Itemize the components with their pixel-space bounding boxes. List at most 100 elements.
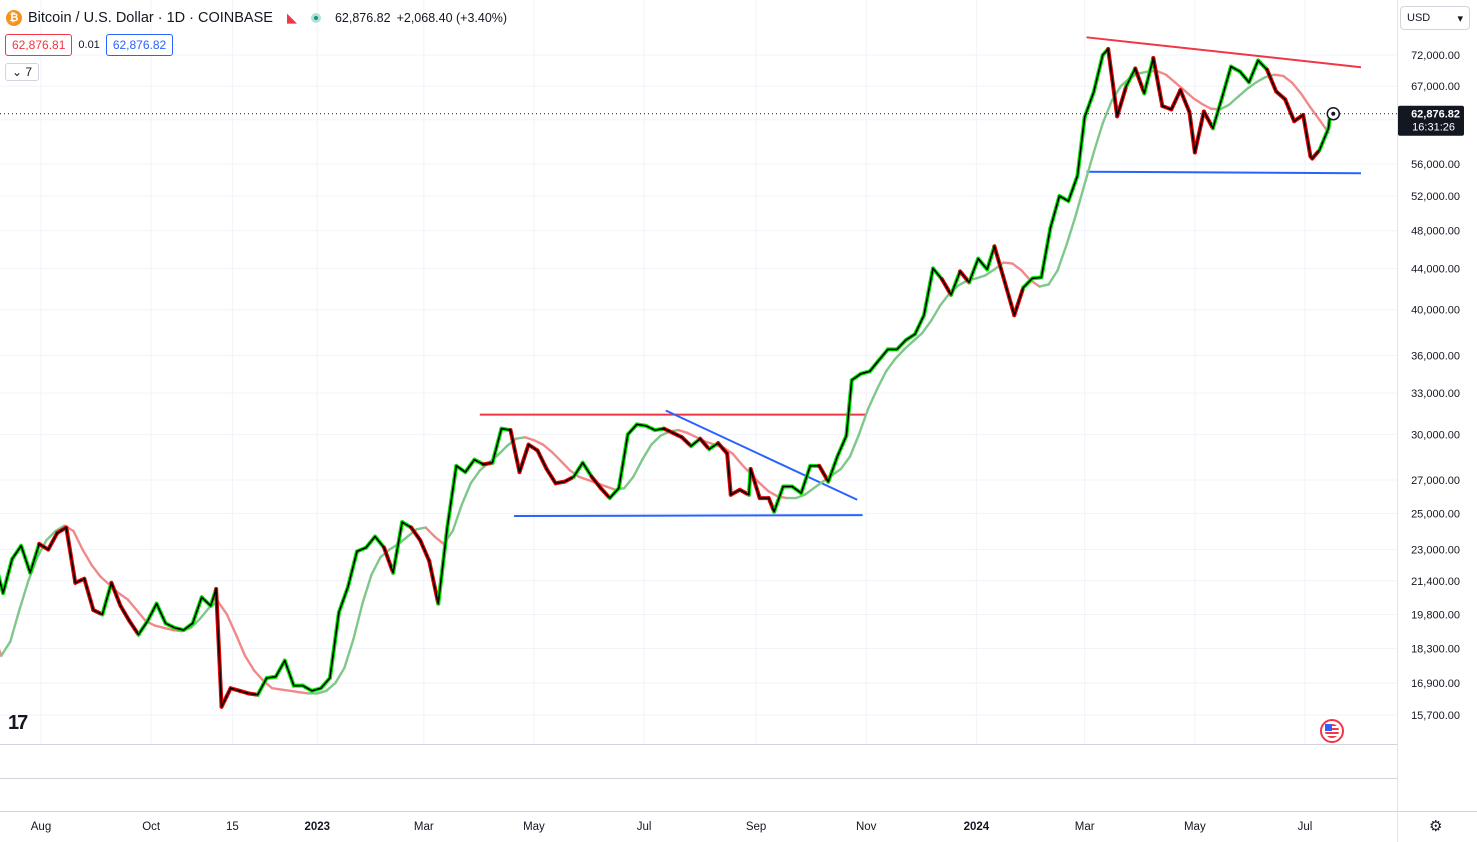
ma-segment (189, 617, 202, 629)
ma-segment (243, 654, 256, 672)
ma-segment (767, 490, 779, 498)
ma-segment (469, 469, 481, 485)
y-tick-label: 23,000.00 (1411, 545, 1460, 557)
sell-button[interactable]: 62,876.81 (5, 34, 73, 56)
ma-segment (1056, 243, 1068, 272)
ma-segment (893, 348, 906, 361)
ma-segment (270, 687, 283, 691)
buy-button[interactable]: 62,876.82 (105, 34, 174, 56)
ma-segment (1020, 269, 1032, 282)
ma-segment (361, 573, 373, 605)
ma-segment (451, 503, 463, 533)
time-axis[interactable]: Aug Oct 15 2023 Mar May Jul Sep Nov 2024 Mar May Jul (31, 821, 1313, 833)
ma-segment (848, 433, 861, 458)
ma-segment (1273, 73, 1285, 78)
ma-segment (1227, 95, 1240, 106)
ma-segment (532, 439, 545, 446)
ma-segment (1011, 262, 1023, 272)
ma-segment (424, 526, 436, 538)
price-tag-box (1398, 105, 1464, 136)
grid-lines (0, 0, 1397, 744)
x-tick-label: May (523, 821, 545, 833)
support-line (1086, 170, 1361, 175)
x-tick-label: 2023 (304, 821, 330, 833)
chevron-down-icon: ▾ (1457, 13, 1463, 25)
ma-segment (559, 460, 572, 472)
price-line (0, 47, 1333, 709)
ma-segment (90, 563, 102, 578)
trend-line (665, 409, 858, 501)
x-tick-label: Jul (637, 821, 652, 833)
ma-segment (1191, 96, 1204, 106)
ma-segment (623, 475, 635, 490)
ma-segment (36, 539, 48, 559)
ma-segment (1155, 69, 1168, 76)
ma-segment (216, 600, 229, 616)
ma-segment (577, 475, 590, 482)
chevron-down-icon: ⌄ (12, 65, 23, 79)
y-tick-label: 44,000.00 (1411, 263, 1460, 275)
resistance-line (1086, 36, 1362, 69)
ma-segment (975, 274, 987, 280)
ma-segment (1182, 88, 1195, 100)
ma-segment (812, 480, 825, 490)
ma-segment (72, 529, 84, 551)
ma-segment (1236, 87, 1249, 98)
x-tick-label: Oct (142, 821, 161, 833)
ma-segment (1282, 74, 1294, 85)
ma-segment (415, 526, 427, 531)
ma-segment (352, 602, 364, 641)
y-tick-label: 27,000.00 (1411, 475, 1460, 487)
settings-icon[interactable]: ⚙ (1429, 818, 1443, 835)
us-flag-icon[interactable] (1320, 719, 1344, 743)
market-closed-icon: ◣ (286, 10, 297, 25)
x-tick-label: Mar (414, 821, 434, 833)
ma-segment (1083, 151, 1095, 185)
ma-segment (839, 455, 852, 471)
ma-segment (650, 434, 662, 446)
ma-segment (0, 648, 3, 657)
ma-segment (541, 443, 554, 454)
ma-segment (641, 443, 653, 461)
y-tick-label: 25,000.00 (1411, 508, 1460, 520)
ma-segment (632, 458, 644, 479)
y-tick-label: 56,000.00 (1411, 159, 1460, 171)
ma-segment (523, 436, 536, 442)
y-tick-label: 18,300.00 (1411, 644, 1460, 656)
y-tick-label: 36,000.00 (1411, 350, 1460, 362)
y-tick-label: 15,700.00 (1411, 710, 1460, 722)
ma-segment (911, 331, 924, 343)
y-tick-label: 40,000.00 (1411, 305, 1460, 317)
moving-average (0, 69, 1330, 695)
ma-segment (1200, 102, 1213, 110)
ma-segment (1300, 92, 1312, 109)
ma-segment (930, 304, 942, 322)
quote-panel: 62,876.81 0.01 62,876.82 (5, 34, 174, 56)
tradingview-logo-icon[interactable]: 17 (8, 712, 28, 734)
indicators-count: 7 (25, 65, 33, 79)
ma-segment (135, 608, 147, 623)
y-tick-label: 16,900.00 (1411, 678, 1460, 690)
price-axis[interactable]: 15,700.00 16,900.00 18,300.00 19,800.00 21,4… (1411, 50, 1460, 722)
ma-segment (117, 591, 129, 601)
x-tick-label: 2024 (964, 821, 990, 833)
y-tick-label: 48,000.00 (1411, 226, 1460, 238)
ma-segment (288, 689, 301, 694)
ma-segment (920, 319, 933, 335)
ma-segment (325, 681, 337, 693)
ma-segment (198, 606, 211, 621)
indicators-toggle-button[interactable]: ⌄ 7 (5, 63, 40, 81)
spread-value: 0.01 (78, 39, 100, 51)
drawn-lines[interactable] (479, 36, 1362, 518)
ma-segment (1309, 106, 1321, 122)
currency-select[interactable]: USD ▾ (1400, 6, 1470, 30)
ma-segment (1218, 103, 1231, 111)
ma-segment (830, 467, 843, 477)
ma-segment (731, 452, 743, 466)
symbol-title[interactable]: Bitcoin / U.S. Dollar · 1D · COINBASE (28, 10, 273, 26)
ma-segment (1246, 81, 1258, 90)
ma-segment (460, 482, 472, 507)
ma-segment (866, 387, 879, 411)
support-line (514, 514, 863, 518)
